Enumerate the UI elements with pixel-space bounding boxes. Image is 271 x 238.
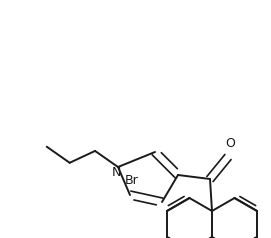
Text: O: O	[225, 137, 235, 150]
Text: Br: Br	[125, 174, 139, 187]
Text: N: N	[111, 165, 121, 178]
